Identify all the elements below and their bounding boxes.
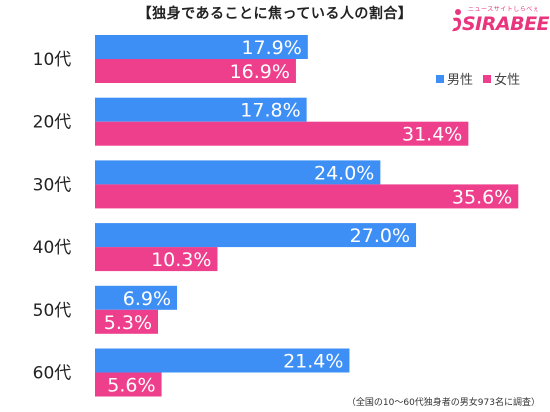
bar-female-10s xyxy=(95,59,296,83)
legend-swatch-female xyxy=(483,75,492,83)
legend-label-female: 女性 xyxy=(494,73,521,88)
bar-male-40s xyxy=(95,223,417,248)
logo-brand: SIRABEE xyxy=(462,13,550,35)
bar-female-40s xyxy=(95,247,218,272)
bar-female-50s xyxy=(95,309,159,334)
sirabee-logo: ニュースサイトしらべぇ SIRABEE xyxy=(450,2,550,38)
logo-tagline: ニュースサイトしらべぇ xyxy=(468,6,540,13)
category-label-40s: 40代 xyxy=(33,238,72,258)
value-label-female-10s: 16.9% xyxy=(230,61,290,83)
legend-item-male: 男性 xyxy=(436,69,473,88)
value-label-female-60s: 5.6% xyxy=(107,375,155,397)
bar-male-30s xyxy=(95,160,381,185)
footnote: （全国の10～60代独身者の男女973名に調査） xyxy=(346,398,540,408)
category-label-20s: 20代 xyxy=(33,113,72,133)
legend-swatch-male xyxy=(436,75,444,83)
value-label-female-30s: 35.6% xyxy=(452,186,512,208)
bar-male-20s xyxy=(95,97,307,122)
bar-male-50s xyxy=(95,285,178,310)
chart-title: 【独身であることに焦っている人の割合】 xyxy=(137,6,413,22)
value-label-male-40s: 27.0% xyxy=(350,225,410,247)
legend-label-male: 男性 xyxy=(447,73,474,88)
value-label-female-50s: 5.3% xyxy=(104,312,152,334)
logo-mark-icon xyxy=(452,9,462,32)
value-label-female-40s: 10.3% xyxy=(151,249,211,271)
category-label-10s: 10代 xyxy=(33,50,72,70)
value-label-male-30s: 24.0% xyxy=(314,162,374,184)
bar-female-30s xyxy=(95,184,519,209)
legend: 男性 女性 xyxy=(436,69,526,88)
value-label-male-50s: 6.9% xyxy=(123,288,171,310)
value-label-male-20s: 17.8% xyxy=(240,100,300,122)
bar-male-10s xyxy=(95,35,308,59)
value-label-male-10s: 17.9% xyxy=(241,37,301,59)
value-label-female-20s: 31.4% xyxy=(402,124,462,146)
category-label-60s: 60代 xyxy=(33,364,72,384)
value-label-male-60s: 21.4% xyxy=(283,351,343,373)
category-label-30s: 30代 xyxy=(33,175,72,195)
legend-item-female: 女性 xyxy=(483,69,520,88)
category-label-50s: 50代 xyxy=(33,301,72,321)
bar-male-60s xyxy=(95,348,350,373)
bar-female-20s xyxy=(95,121,469,146)
bar-female-60s xyxy=(95,372,162,397)
